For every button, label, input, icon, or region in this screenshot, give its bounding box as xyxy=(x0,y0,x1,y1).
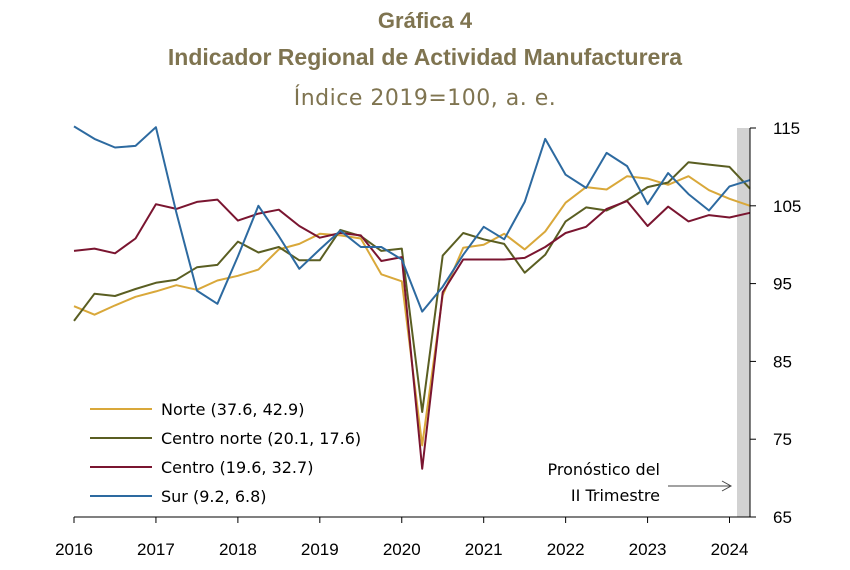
legend-label: Norte (37.6, 42.9) xyxy=(161,400,304,419)
legend-label: Centro (19.6, 32.7) xyxy=(161,458,313,477)
y-tick-label: 115 xyxy=(773,119,800,138)
y-tick-label: 65 xyxy=(773,508,792,527)
forecast-arrow-head xyxy=(721,480,733,492)
y-tick-label: 95 xyxy=(773,275,792,294)
y-tick-label: 75 xyxy=(773,430,792,449)
x-tick-label: 2023 xyxy=(629,540,667,559)
y-tick-label: 105 xyxy=(773,197,801,216)
forecast-shade xyxy=(737,128,750,517)
x-tick-label: 2024 xyxy=(711,540,749,559)
x-tick-label: 2021 xyxy=(465,540,503,559)
x-tick-label: 2020 xyxy=(383,540,421,559)
chart-subtitle: Indicador Regional de Actividad Manufact… xyxy=(167,44,683,70)
x-tick-label: 2016 xyxy=(55,540,93,559)
x-tick-label: 2017 xyxy=(137,540,175,559)
y-tick-label: 85 xyxy=(773,352,792,371)
series-line-centro-norte xyxy=(73,161,751,413)
forecast-note-line1: Pronóstico del xyxy=(548,460,660,479)
ticks-layer: 115 105 95 85 75 65 2016 2017 2018 2019 2020 2021 20… xyxy=(55,119,801,559)
chart-title: Gráfica 4 xyxy=(377,8,473,33)
forecast-annotation: Pronóstico del II Trimestre xyxy=(548,460,733,505)
forecast-note-line2: II Trimestre xyxy=(571,486,660,505)
legend-label: Centro norte (20.1, 17.6) xyxy=(161,429,361,448)
series-layer xyxy=(73,125,751,470)
x-tick-label: 2018 xyxy=(219,540,257,559)
x-tick-label: 2022 xyxy=(547,540,585,559)
series-line-centro xyxy=(73,198,751,470)
legend: Norte (37.6, 42.9) Centro norte (20.1, 17… xyxy=(90,400,361,506)
series-line-sur xyxy=(73,125,751,313)
x-tick-label: 2019 xyxy=(301,540,339,559)
chart-units: Índice 2019=100, a. e. xyxy=(293,86,557,111)
legend-label: Sur (9.2, 6.8) xyxy=(161,487,267,506)
